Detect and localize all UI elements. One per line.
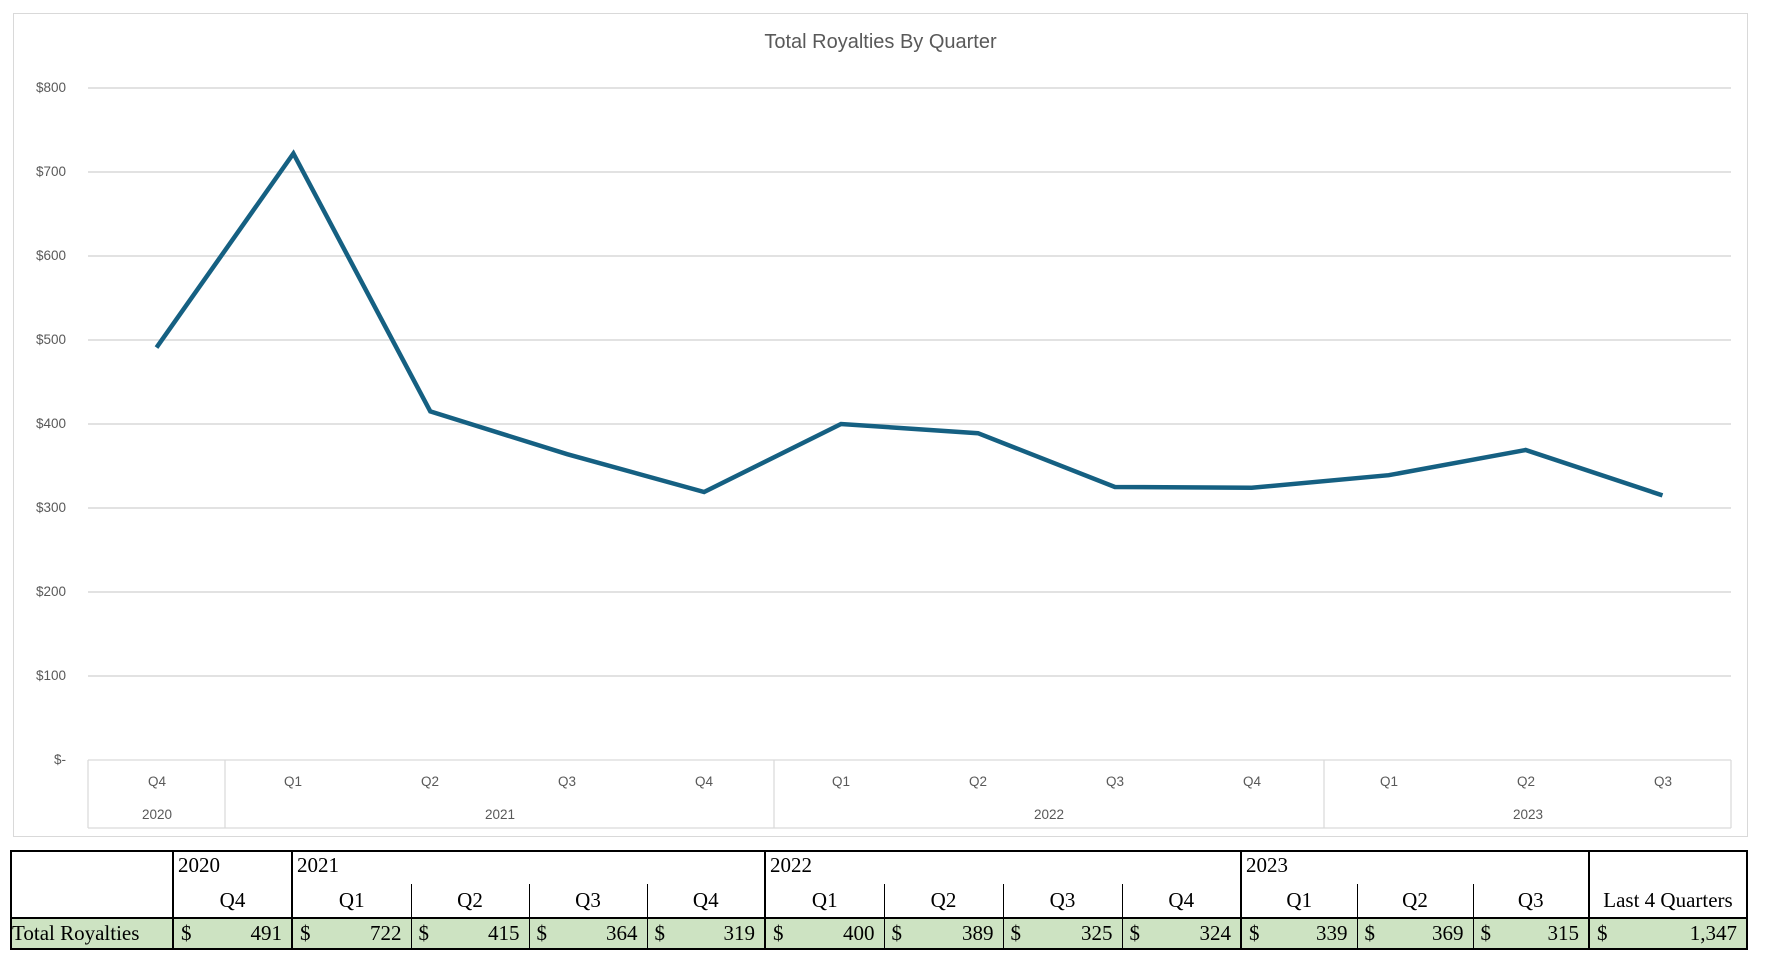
x-tick-2022-q3: Q3 <box>1105 774 1125 789</box>
value-cell-2022-q2[interactable]: $389 <box>883 917 1003 949</box>
value-2020-q4: 491 <box>250 921 283 945</box>
quarter-header-2022-q3[interactable]: Q3 <box>1002 884 1122 918</box>
quarter-header-2022-q2[interactable]: Q2 <box>883 884 1003 918</box>
currency-symbol: $ <box>1010 921 1022 945</box>
currency-symbol: $ <box>536 921 548 945</box>
x-tick-2020-q4: Q4 <box>147 774 167 789</box>
currency-symbol: $ <box>654 921 666 945</box>
currency-symbol: $ <box>181 921 192 945</box>
currency-symbol: $ <box>1480 921 1492 945</box>
year-header-2023[interactable]: 2023 <box>1240 851 1589 884</box>
x-year-2023: 2023 <box>1512 807 1544 822</box>
royalties-table: 2020 2021 2022 2023 Q4 Q1 Q2 Q3 Q4 Q1 Q2… <box>10 850 1748 950</box>
currency-symbol: $ <box>891 921 903 945</box>
value-2023-q3: 315 <box>1547 921 1580 945</box>
currency-symbol: $ <box>1129 921 1141 945</box>
y-tick-300: $300 <box>35 500 66 515</box>
year-header-2021[interactable]: 2021 <box>291 851 765 884</box>
currency-symbol: $ <box>1364 921 1376 945</box>
y-tick-200: $200 <box>35 584 66 599</box>
y-tick-100: $100 <box>35 668 66 683</box>
currency-symbol: $ <box>773 921 784 945</box>
y-tick-600: $600 <box>35 248 66 263</box>
value-2022-q1: 400 <box>843 921 875 945</box>
value-2022-q2: 389 <box>962 921 994 945</box>
quarter-header-row: Q4 Q1 Q2 Q3 Q4 Q1 Q2 Q3 Q4 Q1 Q2 Q3 Last… <box>11 884 1747 918</box>
value-2021-q1: 722 <box>370 921 402 945</box>
x-year-2022: 2022 <box>1033 807 1065 822</box>
value-2022-q4: 324 <box>1199 921 1232 945</box>
x-tick-2023-q1: Q1 <box>1379 774 1399 789</box>
total-royalties-row: Total Royalties $491 $722 $415 $364 $319… <box>11 917 1747 949</box>
value-cell-2021-q3[interactable]: $364 <box>528 917 647 949</box>
value-cell-2021-q4[interactable]: $319 <box>646 917 765 949</box>
value-2023-q2: 369 <box>1432 921 1464 945</box>
x-tick-2021-q4: Q4 <box>694 774 714 789</box>
quarter-header-2021-q3[interactable]: Q3 <box>528 884 647 918</box>
y-tick-800: $800 <box>35 80 66 95</box>
x-tick-2023-q3: Q3 <box>1653 774 1673 789</box>
value-2022-q3: 325 <box>1081 921 1113 945</box>
value-2021-q4: 319 <box>723 921 756 945</box>
royalties-line-chart[interactable]: Total Royalties By Quarter $800 $700 $60… <box>13 13 1748 837</box>
summary-header-spacer[interactable] <box>1588 851 1747 884</box>
summary-header-label[interactable]: Last 4 Quarters <box>1588 884 1747 918</box>
quarter-header-2021-q1[interactable]: Q1 <box>291 884 411 918</box>
value-cell-2021-q2[interactable]: $415 <box>410 917 529 949</box>
chart-title: Total Royalties By Quarter <box>764 31 997 53</box>
year-header-2022[interactable]: 2022 <box>764 851 1241 884</box>
currency-symbol: $ <box>1597 921 1608 945</box>
value-cell-2023-q3[interactable]: $315 <box>1472 917 1589 949</box>
x-tick-2022-q4: Q4 <box>1242 774 1262 789</box>
value-2021-q3: 364 <box>606 921 638 945</box>
royalties-data-line <box>154 149 1664 498</box>
value-cell-2022-q1[interactable]: $400 <box>764 917 884 949</box>
currency-symbol: $ <box>300 921 311 945</box>
quarter-header-2023-q1[interactable]: Q1 <box>1240 884 1357 918</box>
x-tick-2021-q3: Q3 <box>557 774 577 789</box>
x-year-2021: 2021 <box>484 807 516 822</box>
value-cell-2023-q1[interactable]: $339 <box>1240 917 1357 949</box>
quarter-header-2023-q3[interactable]: Q3 <box>1472 884 1589 918</box>
year-header-row: 2020 2021 2022 2023 <box>11 851 1747 884</box>
line-chart-canvas <box>87 87 1732 829</box>
x-tick-2022-q1: Q1 <box>831 774 851 789</box>
value-last-4-quarters: 1,347 <box>1689 921 1737 945</box>
quarter-header-2022-q4[interactable]: Q4 <box>1121 884 1241 918</box>
value-2023-q1: 339 <box>1316 921 1348 945</box>
row-label-total-royalties[interactable]: Total Royalties <box>11 917 173 949</box>
value-2021-q2: 415 <box>488 921 520 945</box>
currency-symbol: $ <box>1249 921 1260 945</box>
x-tick-2023-q2: Q2 <box>1516 774 1536 789</box>
quarter-header-spacer[interactable] <box>11 884 173 918</box>
currency-symbol: $ <box>418 921 430 945</box>
quarter-header-2021-q2[interactable]: Q2 <box>410 884 529 918</box>
quarter-header-2021-q4[interactable]: Q4 <box>646 884 765 918</box>
y-tick-zero: $- <box>53 752 66 767</box>
x-tick-2022-q2: Q2 <box>968 774 988 789</box>
x-tick-2021-q1: Q1 <box>283 774 303 789</box>
value-cell-2022-q3[interactable]: $325 <box>1002 917 1122 949</box>
corner-cell[interactable] <box>11 851 173 884</box>
quarter-header-2020-q4[interactable]: Q4 <box>172 884 292 918</box>
value-cell-2023-q2[interactable]: $369 <box>1356 917 1473 949</box>
quarter-header-2022-q1[interactable]: Q1 <box>764 884 884 918</box>
y-tick-700: $700 <box>35 164 66 179</box>
quarter-header-2023-q2[interactable]: Q2 <box>1356 884 1473 918</box>
value-cell-2020-q4[interactable]: $491 <box>172 917 292 949</box>
value-cell-2021-q1[interactable]: $722 <box>291 917 411 949</box>
value-cell-2022-q4[interactable]: $324 <box>1121 917 1241 949</box>
value-cell-last-4-quarters[interactable]: $1,347 <box>1588 917 1747 949</box>
year-header-2020[interactable]: 2020 <box>172 851 292 884</box>
y-tick-500: $500 <box>35 332 66 347</box>
x-axis-label-boxes <box>87 759 1732 829</box>
x-year-2020: 2020 <box>141 807 173 822</box>
x-tick-2021-q2: Q2 <box>420 774 440 789</box>
y-tick-400: $400 <box>35 416 66 431</box>
gridlines <box>88 87 1731 677</box>
